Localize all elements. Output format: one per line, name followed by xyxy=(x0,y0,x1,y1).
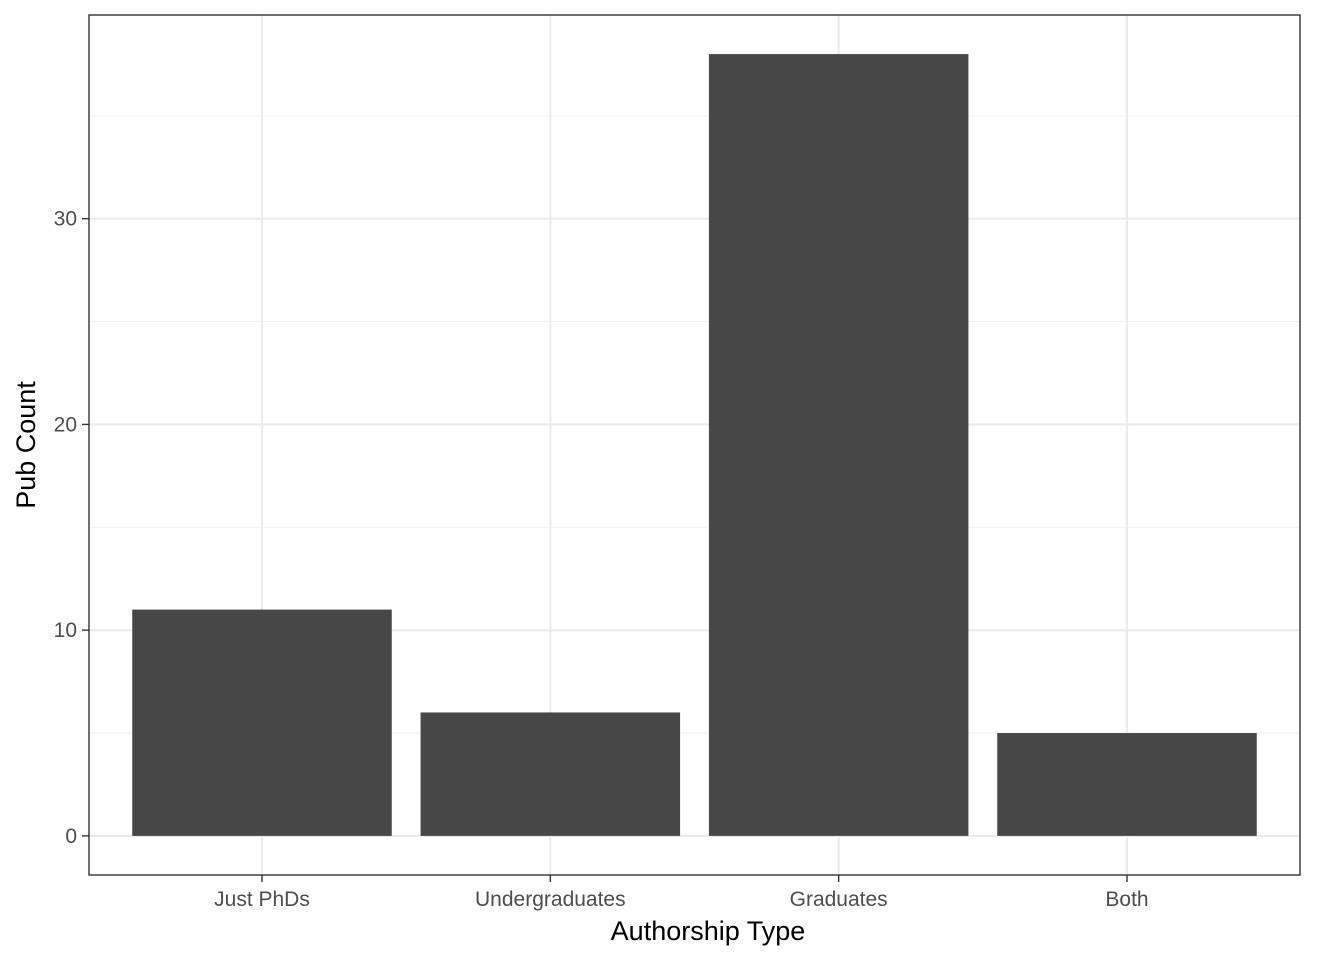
bars-group xyxy=(132,54,1257,836)
x-tick-label: Both xyxy=(1105,888,1148,911)
bar xyxy=(420,712,681,836)
x-tick-label: Just PhDs xyxy=(214,888,310,911)
x-tick-label: Graduates xyxy=(790,888,888,911)
x-tick-label: Undergraduates xyxy=(475,888,626,911)
y-tick-label: 10 xyxy=(54,619,77,642)
y-axis: 0 10 20 30 xyxy=(54,208,89,848)
major-gridlines-y xyxy=(89,217,1300,838)
bar xyxy=(132,609,392,836)
y-tick-label: 20 xyxy=(54,413,77,436)
bar xyxy=(997,733,1257,836)
bar xyxy=(708,54,969,836)
y-axis-title: Pub Count xyxy=(11,381,41,509)
y-tick-label: 30 xyxy=(54,208,77,231)
panel-border xyxy=(88,14,1301,876)
y-tick-label: 0 xyxy=(65,825,77,848)
x-axis: Just PhDs Undergraduates Graduates Both xyxy=(214,875,1149,911)
x-axis-title: Authorship Type xyxy=(611,916,806,946)
